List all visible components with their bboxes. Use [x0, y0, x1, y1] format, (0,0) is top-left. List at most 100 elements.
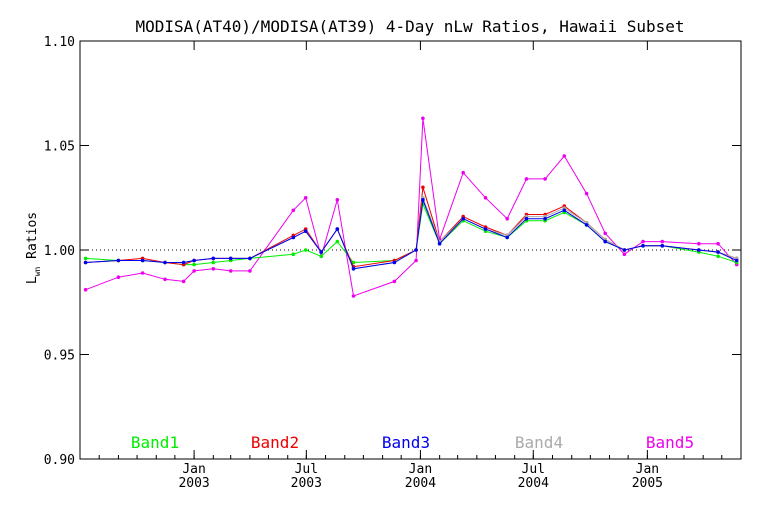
x-tick-year: 2004: [518, 476, 549, 491]
y-tick-label: 0.90: [44, 453, 75, 468]
data-point: [319, 254, 324, 259]
series-band1: [83, 202, 739, 267]
data-point: [524, 216, 529, 221]
data-point: [562, 154, 567, 158]
data-point: [603, 239, 607, 244]
data-point: [303, 229, 308, 233]
data-point: [83, 256, 88, 261]
series-line-band5: [85, 118, 738, 297]
data-point: [483, 196, 488, 200]
y-tick-label: 1.00: [44, 244, 75, 259]
data-point: [716, 250, 720, 254]
data-point: [483, 227, 488, 231]
data-point: [414, 258, 418, 263]
data-point: [291, 235, 296, 240]
data-point: [181, 260, 186, 265]
data-point: [421, 185, 425, 190]
data-point: [335, 198, 340, 202]
data-point: [660, 239, 665, 244]
data-point: [335, 239, 340, 244]
data-point: [116, 258, 121, 263]
y-tick-label: 1.10: [44, 35, 75, 50]
data-point: [211, 256, 216, 261]
data-point: [622, 248, 627, 252]
data-point: [351, 294, 356, 298]
series-band3: [83, 198, 739, 271]
series-line-band1: [85, 202, 737, 266]
legend-entry-band4: Band4: [515, 433, 563, 452]
series-layer: [83, 116, 739, 298]
data-point: [181, 279, 186, 284]
data-point: [83, 287, 88, 292]
data-point: [140, 271, 145, 275]
data-point: [437, 241, 442, 246]
series-line-band4: [85, 197, 737, 270]
series-line-band3: [85, 199, 737, 270]
data-point: [505, 235, 510, 240]
y-tick-label: 0.95: [44, 349, 75, 364]
data-point: [421, 116, 425, 121]
data-point: [211, 260, 216, 265]
legend: Band1 Band2 Band3 Band4 Band5: [131, 433, 694, 452]
x-tick-year: 2004: [405, 476, 436, 491]
x-tick-month: Jan: [636, 462, 659, 477]
y-axis: 0.90 0.95 1.00 1.05 1.10: [44, 35, 741, 468]
data-point: [524, 177, 529, 181]
x-tick-year: 2003: [178, 476, 209, 491]
data-point: [414, 248, 418, 252]
data-point: [163, 277, 167, 282]
x-tick-month: Jul: [522, 462, 545, 477]
data-point: [697, 241, 701, 246]
data-point: [319, 250, 324, 254]
data-point: [248, 269, 252, 273]
data-point: [543, 177, 547, 181]
y-axis-label: Lwn Ratios: [25, 212, 42, 284]
data-point: [228, 256, 233, 261]
legend-entry-band3: Band3: [382, 433, 430, 452]
data-point: [192, 269, 196, 273]
data-point: [351, 267, 356, 271]
series-band5: [83, 116, 739, 298]
data-point: [192, 258, 196, 263]
x-tick-month: Jul: [295, 462, 318, 477]
data-point: [716, 254, 720, 259]
x-tick-year: 2003: [291, 476, 322, 491]
data-point: [716, 241, 720, 246]
data-point: [392, 279, 397, 284]
data-point: [660, 244, 665, 248]
legend-entry-band1: Band1: [131, 433, 179, 452]
data-point: [461, 170, 466, 175]
data-point: [641, 244, 645, 248]
data-point: [584, 223, 589, 227]
data-point: [192, 262, 196, 267]
data-point: [461, 216, 466, 221]
data-point: [584, 191, 589, 196]
data-point: [140, 258, 145, 263]
data-point: [228, 269, 233, 273]
data-point: [734, 258, 739, 263]
data-point: [248, 256, 252, 261]
data-point: [211, 267, 216, 271]
series-line-band2: [85, 187, 737, 268]
data-point: [543, 216, 547, 221]
data-point: [335, 227, 340, 231]
data-point: [392, 260, 397, 265]
data-point: [641, 239, 645, 244]
data-point: [116, 275, 121, 280]
x-tick-month: Jan: [182, 462, 205, 477]
x-tick-year: 2005: [632, 476, 663, 491]
data-point: [622, 252, 627, 256]
plot-frame: [79, 40, 742, 460]
series-band2: [83, 185, 739, 269]
data-point: [291, 208, 296, 213]
data-point: [603, 231, 607, 236]
data-point: [163, 260, 167, 265]
legend-entry-band5: Band5: [646, 433, 694, 452]
data-point: [303, 196, 308, 200]
series-band4: [83, 196, 739, 271]
legend-entry-band2: Band2: [251, 433, 299, 452]
data-point: [303, 248, 308, 252]
y-tick-label: 1.05: [44, 140, 75, 155]
data-point: [697, 248, 701, 252]
